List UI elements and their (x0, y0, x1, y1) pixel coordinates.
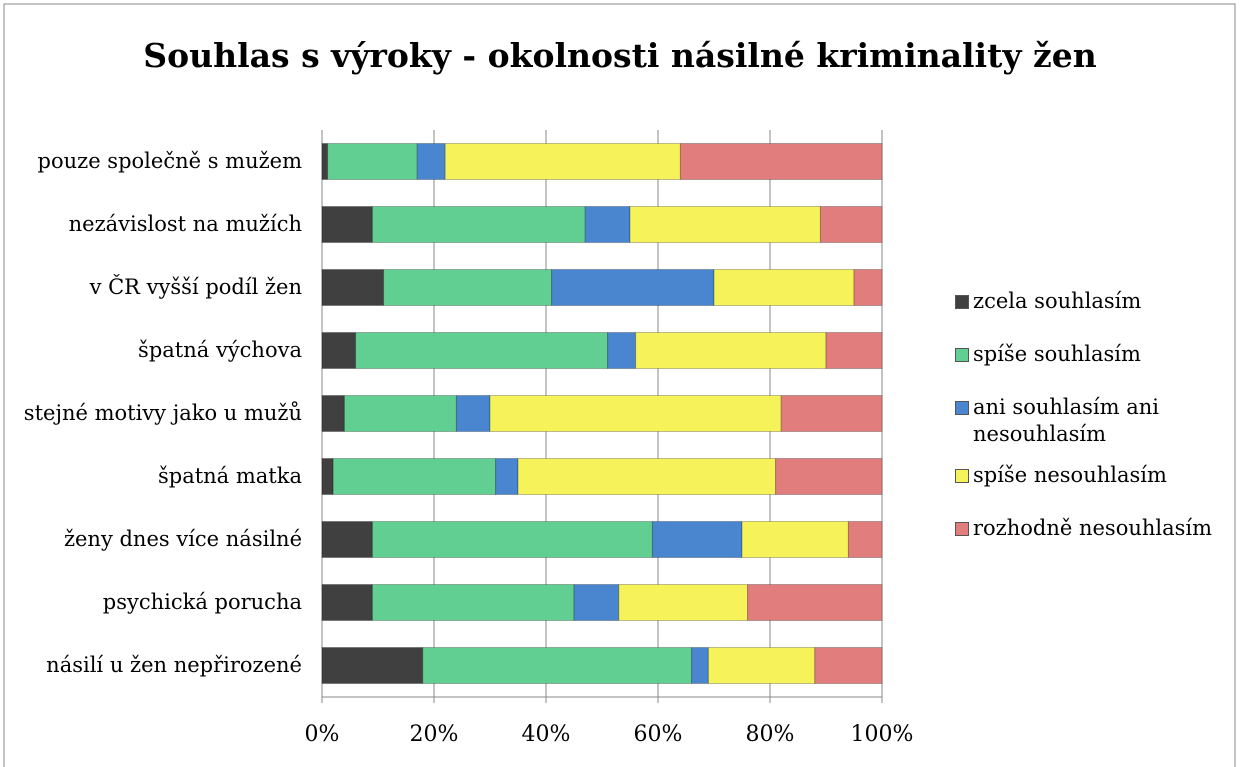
bar-segment (371, 521, 653, 558)
bar-segment (444, 143, 681, 180)
bar-segment (455, 395, 491, 432)
bar-segment (651, 521, 743, 558)
bar-segment (780, 395, 883, 432)
bar-segment (713, 269, 855, 306)
bar-segment (551, 269, 715, 306)
bar-segment (495, 458, 519, 495)
bar-segment (517, 458, 777, 495)
bar-segment (321, 647, 424, 684)
bar-segment (819, 206, 883, 243)
bar-segment (321, 584, 373, 621)
bar-segment (371, 206, 586, 243)
legend-swatch (955, 295, 969, 309)
y-tick-label: v ČR vyšší podíl žen (89, 275, 302, 299)
bar-segment (321, 143, 329, 180)
bar-segment (355, 332, 609, 369)
y-tick-label: psychická porucha (102, 590, 302, 614)
y-tick-label: špatná výchova (138, 338, 302, 362)
bar-segment (741, 521, 849, 558)
bar-segment (691, 647, 709, 684)
bar-segment (607, 332, 637, 369)
legend-item: ani souhlasím ani nesouhlasím (955, 394, 1227, 448)
legend-label: spíše nesouhlasím (973, 463, 1167, 487)
legend-item: spíše nesouhlasím (955, 462, 1227, 489)
y-tick-label: ženy dnes více násilné (63, 527, 302, 551)
bar-segment (847, 521, 883, 558)
bar-segment (321, 269, 385, 306)
bar-segment (321, 395, 345, 432)
bar-segment (327, 143, 418, 180)
x-tick-label: 60% (634, 722, 683, 747)
legend-swatch (955, 348, 969, 362)
x-tick-label: 0% (305, 722, 340, 747)
legend-label: zcela souhlasím (973, 289, 1142, 313)
legend-swatch (955, 469, 969, 483)
bar-segment (383, 269, 553, 306)
bar-segment (343, 395, 457, 432)
x-tick-label: 20% (410, 722, 459, 747)
bar-segment (853, 269, 883, 306)
chart-title: Souhlas s výroky - okolnosti násilné kri… (143, 36, 1096, 75)
y-tick-label: nezávislost na mužích (68, 212, 302, 236)
bar-segment (321, 332, 357, 369)
bar-segment (707, 647, 816, 684)
legend-label: rozhodně nesouhlasím (973, 516, 1213, 540)
legend-item: spíše souhlasím (955, 341, 1227, 368)
bar-segment (416, 143, 446, 180)
bar-segment (489, 395, 782, 432)
bar-segment (679, 143, 883, 180)
legend-label: spíše souhlasím (973, 342, 1141, 366)
legend-swatch (955, 401, 969, 415)
legend-item: zcela souhlasím (955, 288, 1227, 315)
bar-segment (747, 584, 883, 621)
legend-item: rozhodně nesouhlasím (955, 515, 1227, 542)
bar-segment (618, 584, 749, 621)
legend-label: ani souhlasím ani nesouhlasím (973, 395, 1159, 446)
legend-swatch (955, 522, 969, 536)
bar-segment (635, 332, 827, 369)
y-tick-label: špatná matka (157, 464, 302, 488)
y-tick-label: násilí u žen nepřirozené (46, 653, 302, 677)
bar-segment (332, 458, 497, 495)
bar-segment (629, 206, 821, 243)
bar-segment (584, 206, 631, 243)
bar-segment (321, 458, 334, 495)
y-tick-label: pouze společně s mužem (37, 149, 302, 173)
chart-border (3, 3, 1236, 767)
bar-segment (321, 206, 373, 243)
x-tick-label: 100% (851, 722, 914, 747)
bar-segment (825, 332, 883, 369)
bar-segment (321, 521, 373, 558)
bar-segment (814, 647, 883, 684)
bar-segment (422, 647, 693, 684)
x-tick-label: 40% (522, 722, 571, 747)
bar-segment (573, 584, 620, 621)
bar-segment (371, 584, 575, 621)
y-tick-label: stejné motivy jako u mužů (23, 401, 302, 425)
legend: zcela souhlasím spíše souhlasím ani souhla… (955, 288, 1227, 542)
bar-segment (775, 458, 883, 495)
x-tick-label: 80% (746, 722, 795, 747)
